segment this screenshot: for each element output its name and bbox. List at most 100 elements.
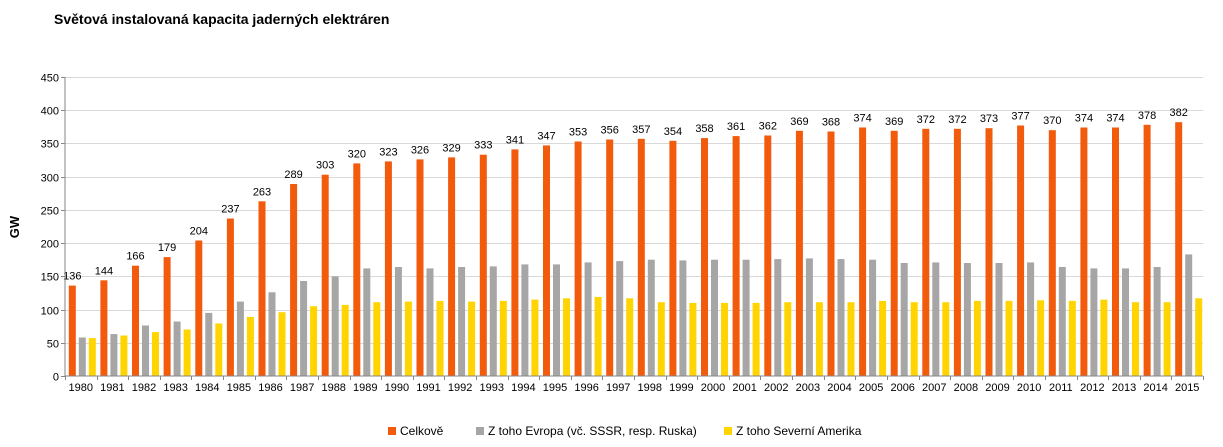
data-label: 370 [1043, 115, 1061, 127]
bar-europe [963, 263, 971, 376]
bar-north-america [215, 323, 223, 376]
data-label: 382 [1170, 107, 1188, 119]
data-label: 372 [948, 114, 966, 126]
data-labels: 136 144 166 179 204 237 263 289 303 320 323 326 329 3… [63, 107, 1188, 282]
bar-total [701, 138, 708, 376]
x-tick-label: 1986 [258, 382, 282, 394]
data-label: 372 [917, 114, 935, 126]
bar-total [606, 139, 614, 376]
data-label: 329 [442, 142, 460, 154]
bar-north-america [657, 302, 665, 376]
y-tick-label: 0 [53, 372, 59, 384]
data-label: 263 [253, 186, 271, 198]
data-label: 374 [1106, 113, 1124, 125]
data-label: 144 [95, 265, 113, 277]
bar-north-america [1195, 298, 1203, 376]
x-tick-label: 1997 [606, 382, 630, 394]
x-tick-label: 2003 [796, 382, 820, 394]
y-tick-label: 400 [41, 106, 59, 118]
bar-europe [584, 262, 592, 376]
gridlines [65, 77, 1203, 344]
bar-europe [869, 259, 877, 376]
bar-north-america [499, 300, 507, 376]
bar-north-america [721, 302, 728, 376]
bar-north-america [88, 338, 96, 376]
data-label: 374 [853, 113, 871, 125]
bar-europe [142, 325, 149, 376]
bar-total [922, 128, 930, 376]
legend-item-north-america: Z toho Severní Amerika [724, 424, 861, 438]
bar-total [416, 159, 424, 376]
x-tick-label: 2011 [1049, 382, 1073, 394]
bar-europe [1153, 267, 1161, 376]
bar-europe [236, 301, 244, 376]
bar-europe [900, 263, 908, 376]
data-label: 357 [632, 124, 650, 136]
bar-north-america [468, 301, 476, 376]
data-label: 369 [790, 116, 808, 128]
bar-europe [268, 292, 276, 376]
bar-north-america [594, 296, 602, 376]
bar-north-america [183, 329, 191, 376]
x-tick-label: 1982 [132, 382, 156, 394]
x-tick-label: 2006 [890, 382, 914, 394]
bar-north-america [752, 302, 760, 376]
bar-north-america [1132, 302, 1139, 376]
x-tick-label: 1998 [638, 382, 662, 394]
legend-label-total: Celkově [400, 424, 444, 438]
data-label: 353 [569, 127, 587, 139]
bar-total [1080, 127, 1088, 376]
bar-europe [837, 259, 845, 376]
y-axis-ticks: 0 50 100 150 200 250 300 350 400 450 [41, 73, 65, 384]
bar-europe [331, 276, 339, 376]
bar-north-america [910, 302, 918, 376]
bar-north-america [784, 302, 792, 376]
bar-europe [394, 267, 402, 376]
bar-total [68, 285, 76, 376]
data-label: 354 [664, 126, 682, 138]
bar-total [321, 174, 329, 376]
bar-europe [616, 261, 624, 376]
bar-north-america [120, 335, 128, 376]
bar-total [1017, 125, 1025, 376]
bar-total [764, 135, 772, 376]
bar-total [859, 127, 867, 376]
x-tick-label: 1999 [669, 382, 693, 394]
x-tick-label: 2014 [1143, 382, 1167, 394]
bar-north-america [1100, 299, 1108, 376]
data-label: 356 [601, 125, 619, 137]
bar-europe [489, 266, 497, 376]
bar-total [1048, 130, 1056, 376]
data-label: 378 [1138, 110, 1156, 122]
data-label: 320 [348, 148, 366, 160]
y-tick-label: 450 [41, 73, 59, 85]
x-tick-label: 2005 [859, 382, 883, 394]
y-tick-label: 150 [41, 272, 59, 284]
bar-europe [205, 312, 213, 376]
bar-north-america [942, 302, 950, 376]
bar-north-america [404, 301, 412, 376]
bar-total [543, 145, 550, 376]
y-tick-label: 350 [41, 139, 59, 151]
bar-europe [647, 259, 655, 376]
data-label: 326 [411, 144, 429, 156]
y-tick-label: 100 [41, 306, 59, 318]
data-label: 179 [158, 242, 176, 254]
x-tick-label: 2004 [827, 382, 851, 394]
bar-total [827, 131, 835, 376]
legend-label-north-america: Z toho Severní Amerika [736, 424, 862, 438]
bar-europe [521, 264, 529, 376]
bar-europe [78, 337, 86, 376]
bar-europe [711, 259, 718, 376]
bar-total [1143, 124, 1151, 376]
bar-europe [1122, 268, 1129, 376]
y-tick-label: 200 [41, 239, 59, 251]
legend-swatch-north-america [724, 427, 732, 435]
bar-europe [805, 258, 813, 376]
x-tick-label: 1981 [100, 382, 124, 394]
bar-north-america [278, 312, 286, 376]
bar-north-america [152, 332, 159, 376]
bar-north-america [310, 306, 318, 376]
bar-total [290, 184, 298, 376]
